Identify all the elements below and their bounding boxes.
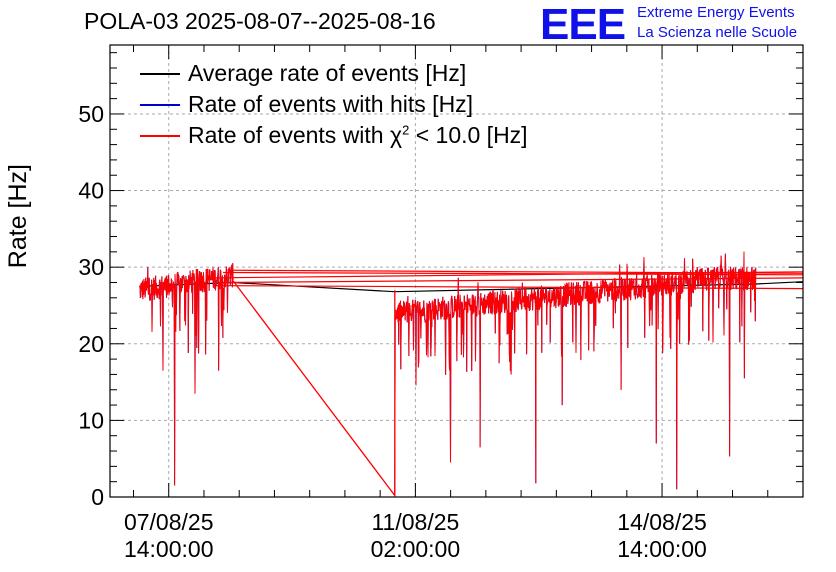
- series-chi2-wrap-line: [214, 285, 804, 290]
- legend-label-average: Average rate of events [Hz]: [188, 60, 467, 86]
- series-chi2-segment-1: [138, 263, 234, 486]
- x-tick-label-time: 14:00:00: [124, 536, 214, 562]
- eee-logo: EEE: [540, 0, 626, 49]
- logo-line-1: Extreme Energy Events: [637, 4, 795, 21]
- logo-line-2: La Scienza nelle Scuole: [637, 24, 798, 41]
- legend-label-hits: Rate of events with hits [Hz]: [188, 91, 474, 117]
- x-tick-label-time: 14:00:00: [617, 536, 707, 562]
- legend-item-hits: Rate of events with hits [Hz]: [140, 89, 528, 120]
- y-tick-label: 50: [78, 101, 104, 127]
- y-tick-label: 40: [78, 178, 104, 204]
- legend-item-chi2: Rate of events with χ2 < 10.0 [Hz]: [140, 120, 528, 151]
- y-tick-label: 10: [78, 407, 104, 433]
- series-chi2-wrap-line: [218, 277, 804, 284]
- plot-frame: [109, 44, 804, 498]
- x-tick-label-date: 14/08/25: [617, 509, 707, 535]
- series-chi2-wrap-line: [223, 271, 804, 276]
- y-tick-label: 20: [78, 331, 104, 357]
- legend: Average rate of events [Hz] Rate of even…: [140, 58, 528, 151]
- x-tick-label-date: 07/08/25: [124, 509, 214, 535]
- x-tick-label-date: 11/08/25: [371, 509, 459, 535]
- series-chi2-wrap-line: [209, 271, 804, 279]
- legend-item-average: Average rate of events [Hz]: [140, 58, 528, 89]
- logo-caption: Extreme Energy Events La Scienza nelle S…: [637, 3, 797, 43]
- y-tick-label: 0: [91, 484, 104, 510]
- chart-title: POLA-03 2025-08-07--2025-08-16: [84, 8, 436, 34]
- y-tick-label: 30: [78, 254, 104, 280]
- series-chi2-gap-line: [232, 280, 396, 498]
- legend-label-chi2: Rate of events with χ2 < 10.0 [Hz]: [188, 122, 528, 148]
- legend-swatch-black: [140, 72, 180, 75]
- legend-swatch-blue: [140, 103, 180, 106]
- legend-swatch-red: [140, 134, 180, 137]
- x-tick-label-time: 02:00:00: [371, 536, 461, 562]
